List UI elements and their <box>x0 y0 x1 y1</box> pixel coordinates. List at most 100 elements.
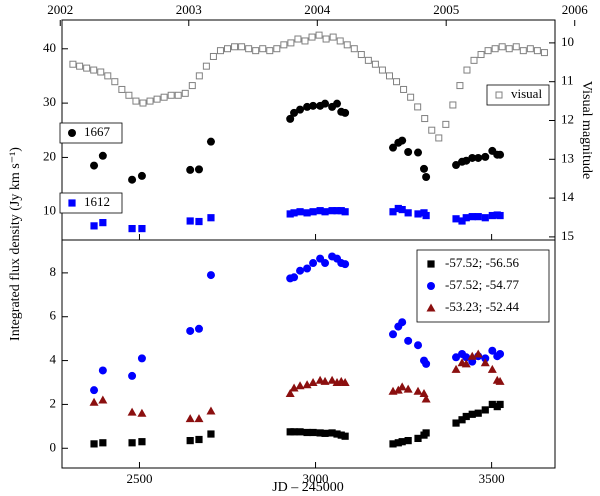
data-point <box>309 101 318 110</box>
data-point <box>389 440 397 448</box>
data-point <box>287 39 295 47</box>
data-point <box>138 224 146 233</box>
data-point <box>333 99 342 108</box>
data-point <box>488 400 496 409</box>
x2-tick-label: 2006 <box>562 2 589 17</box>
data-point <box>98 395 108 404</box>
data-point <box>435 134 443 142</box>
data-point <box>498 43 506 51</box>
y2-tick-label: 15 <box>561 228 574 243</box>
legend-marker <box>427 260 435 268</box>
data-point <box>491 45 499 53</box>
legend-marker <box>68 199 76 207</box>
data-point <box>245 45 253 53</box>
legend-label: 1612 <box>84 194 110 209</box>
data-point <box>128 371 137 380</box>
y2-tick-label: 14 <box>561 189 575 204</box>
data-point <box>428 126 436 134</box>
data-point <box>90 386 99 395</box>
data-point <box>99 439 107 447</box>
legend-marker <box>426 303 436 312</box>
legend-marker <box>427 282 435 290</box>
data-point <box>337 207 345 215</box>
y-tick-label: 2 <box>50 395 57 410</box>
data-point <box>442 120 450 128</box>
legend-box <box>59 122 123 144</box>
data-point <box>461 359 471 368</box>
data-point <box>456 82 464 90</box>
data-point <box>188 82 196 90</box>
data-point <box>452 215 460 223</box>
data-point <box>404 209 412 217</box>
data-point <box>340 378 350 386</box>
y-tick-label: 6 <box>50 308 57 323</box>
x-tick-label: 3000 <box>303 471 329 486</box>
data-point <box>186 326 195 335</box>
data-point <box>195 435 203 444</box>
data-point <box>290 428 298 436</box>
data-point <box>280 41 288 49</box>
data-point <box>90 66 98 74</box>
data-point <box>481 214 489 222</box>
data-point <box>404 148 413 156</box>
data-point <box>167 91 175 99</box>
data-point <box>209 52 217 60</box>
data-point <box>385 72 393 80</box>
data-point <box>495 376 505 385</box>
data-point <box>474 409 482 417</box>
data-point <box>343 41 351 49</box>
data-point <box>328 207 336 215</box>
data-point <box>389 330 398 339</box>
data-point <box>289 383 299 392</box>
data-point <box>496 400 504 409</box>
data-point <box>414 341 423 350</box>
data-point <box>321 208 329 216</box>
y-tick-label: 8 <box>50 264 57 279</box>
data-point <box>371 60 379 68</box>
legend-box <box>416 249 550 323</box>
data-point <box>474 213 482 221</box>
data-point <box>414 434 422 443</box>
data-point <box>488 211 496 220</box>
data-point <box>98 151 107 160</box>
data-point <box>526 45 534 53</box>
data-point <box>333 207 341 215</box>
data-point <box>452 161 461 170</box>
data-point <box>104 72 112 80</box>
data-point <box>394 439 402 447</box>
legend-label: visual <box>511 86 542 101</box>
data-point <box>329 33 337 41</box>
data-point <box>462 412 470 421</box>
data-point <box>397 382 407 391</box>
data-point <box>316 207 324 215</box>
data-point <box>194 324 203 333</box>
data-point <box>224 45 232 53</box>
x2-tick-label: 2004 <box>304 2 331 17</box>
y-tick-label: 30 <box>43 94 56 109</box>
data-point <box>519 47 527 55</box>
data-point <box>83 64 91 72</box>
data-point <box>290 209 298 217</box>
data-point <box>259 45 267 53</box>
data-point <box>398 438 406 446</box>
data-point <box>309 208 317 216</box>
y-axis-label: Integrated flux density (Jy km s⁻¹) <box>8 147 23 341</box>
data-point <box>238 43 246 51</box>
data-point <box>90 161 99 170</box>
data-point <box>186 436 194 445</box>
data-point <box>90 222 98 230</box>
data-point <box>398 318 407 327</box>
x2-tick-label: 2005 <box>433 2 459 17</box>
y-tick-label: 0 <box>50 439 57 454</box>
data-point <box>195 217 203 226</box>
data-point <box>127 407 137 416</box>
data-point <box>487 364 497 373</box>
data-point <box>286 210 294 218</box>
data-point <box>285 388 295 397</box>
legend-marker <box>68 129 76 137</box>
data-point <box>422 429 430 437</box>
data-point <box>315 31 323 39</box>
data-point <box>496 350 505 358</box>
data-point <box>206 137 215 146</box>
data-point <box>474 153 483 162</box>
